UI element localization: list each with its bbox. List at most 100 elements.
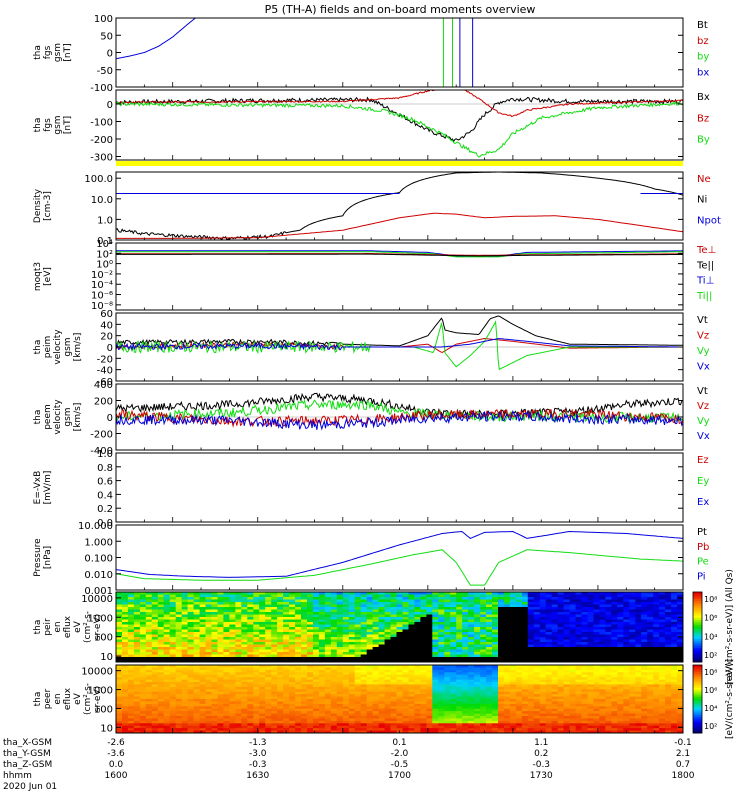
heatmap-cell [372, 679, 380, 683]
heatmap-cell [587, 639, 595, 643]
heatmap-cell [324, 682, 332, 685]
heatmap-cell [318, 677, 326, 681]
heatmap-cell [145, 604, 153, 608]
heatmap-cell [378, 647, 386, 651]
y-tick-label: -100 [90, 83, 113, 94]
heatmap-cell [527, 718, 535, 722]
heatmap-cell [229, 597, 236, 601]
heatmap-cell [229, 624, 236, 628]
heatmap-cell [384, 665, 392, 668]
heatmap-cell [468, 639, 475, 643]
heatmap-cell [324, 691, 332, 695]
heatmap-cell [366, 696, 374, 700]
heatmap-cell [480, 682, 487, 685]
colorbar-swatch [693, 648, 702, 651]
heatmap-cell [462, 642, 469, 646]
heatmap-cell [199, 667, 207, 671]
heatmap-cell [474, 634, 481, 638]
heatmap-cell [390, 617, 398, 621]
heatmap-cell [151, 696, 159, 700]
heatmap-cell [563, 619, 571, 623]
heatmap-cell [271, 612, 278, 616]
heatmap-cell [468, 604, 475, 608]
heatmap-cell [277, 728, 284, 732]
heatmap-cell [324, 614, 332, 618]
heatmap-cell [390, 624, 398, 628]
heatmap-cell [354, 711, 362, 715]
heatmap-cell [199, 725, 207, 729]
heatmap-cell [330, 599, 338, 603]
heatmap-cell [390, 682, 398, 685]
heatmap-cell [289, 682, 296, 685]
heatmap-cell [307, 684, 314, 688]
heatmap-cell [336, 716, 344, 719]
heatmap-cell [157, 713, 165, 717]
heatmap-cell [205, 604, 213, 608]
heatmap-cell [587, 649, 595, 653]
heatmap-cell [474, 703, 481, 707]
heatmap-cell [378, 713, 386, 717]
heatmap-cell [486, 703, 493, 707]
heatmap-cell [581, 592, 589, 596]
y-tick-label: 10⁴ [96, 239, 113, 250]
heatmap-cell [217, 644, 225, 648]
heatmap-cell [599, 592, 606, 596]
heatmap-cell [342, 711, 350, 715]
heatmap-cell [390, 604, 398, 608]
heatmap-cell [145, 711, 153, 715]
heatmap-cell [247, 696, 254, 700]
heatmap-cell [283, 634, 290, 638]
heatmap-cell [175, 718, 183, 722]
heatmap-cell [163, 679, 171, 683]
heatmap-cell [271, 728, 278, 732]
heatmap-cell [122, 644, 129, 648]
heatmap-cell [677, 649, 683, 653]
heatmap-cell [175, 657, 183, 661]
heatmap-cell [438, 632, 445, 636]
y-tick-label: -400 [90, 446, 113, 457]
heatmap-cell [468, 614, 475, 618]
heatmap-cell [127, 622, 135, 626]
heatmap-cell [307, 627, 314, 631]
heatmap-cell [259, 701, 266, 705]
heatmap-cell [318, 619, 326, 623]
heatmap-cell [384, 691, 392, 695]
heatmap-cell [372, 684, 380, 688]
heatmap-cell [277, 627, 284, 631]
colorbar-swatch [693, 610, 702, 614]
heatmap-cell [384, 718, 392, 722]
heatmap-cell [139, 703, 147, 707]
heatmap-cell [629, 629, 636, 633]
heatmap-cell [247, 612, 254, 616]
heatmap-cell [157, 627, 165, 631]
heatmap-cell [366, 619, 374, 623]
heatmap-cell [396, 682, 404, 685]
heatmap-cell [420, 607, 427, 611]
heatmap-cell [217, 619, 225, 623]
heatmap-cell [169, 624, 177, 628]
heatmap-cell [492, 659, 499, 662]
heatmap-cell [295, 720, 302, 724]
heatmap-cell [229, 718, 236, 722]
heatmap-cell [533, 691, 541, 695]
heatmap-cell [486, 614, 493, 618]
heatmap-cell [181, 652, 189, 656]
heatmap-cell [139, 691, 147, 695]
heatmap-cell [354, 642, 362, 646]
heatmap-cell [378, 728, 386, 732]
heatmap-cell [211, 637, 219, 641]
y-tick-label: -40 [97, 366, 113, 377]
y-axis-label-line: gsm [53, 115, 63, 134]
heatmap-cell [474, 691, 481, 695]
heatmap-cell [515, 612, 523, 616]
colorbar-swatch [693, 652, 702, 656]
heatmap-cell [163, 637, 171, 641]
heatmap-cell [307, 649, 314, 653]
heatmap-cell [223, 647, 230, 651]
heatmap-cell [265, 619, 272, 623]
heatmap-cell [557, 711, 565, 715]
heatmap-cell [223, 637, 230, 641]
heatmap-cell [283, 607, 290, 611]
heatmap-cell [408, 612, 416, 616]
heatmap-cell [611, 654, 618, 658]
